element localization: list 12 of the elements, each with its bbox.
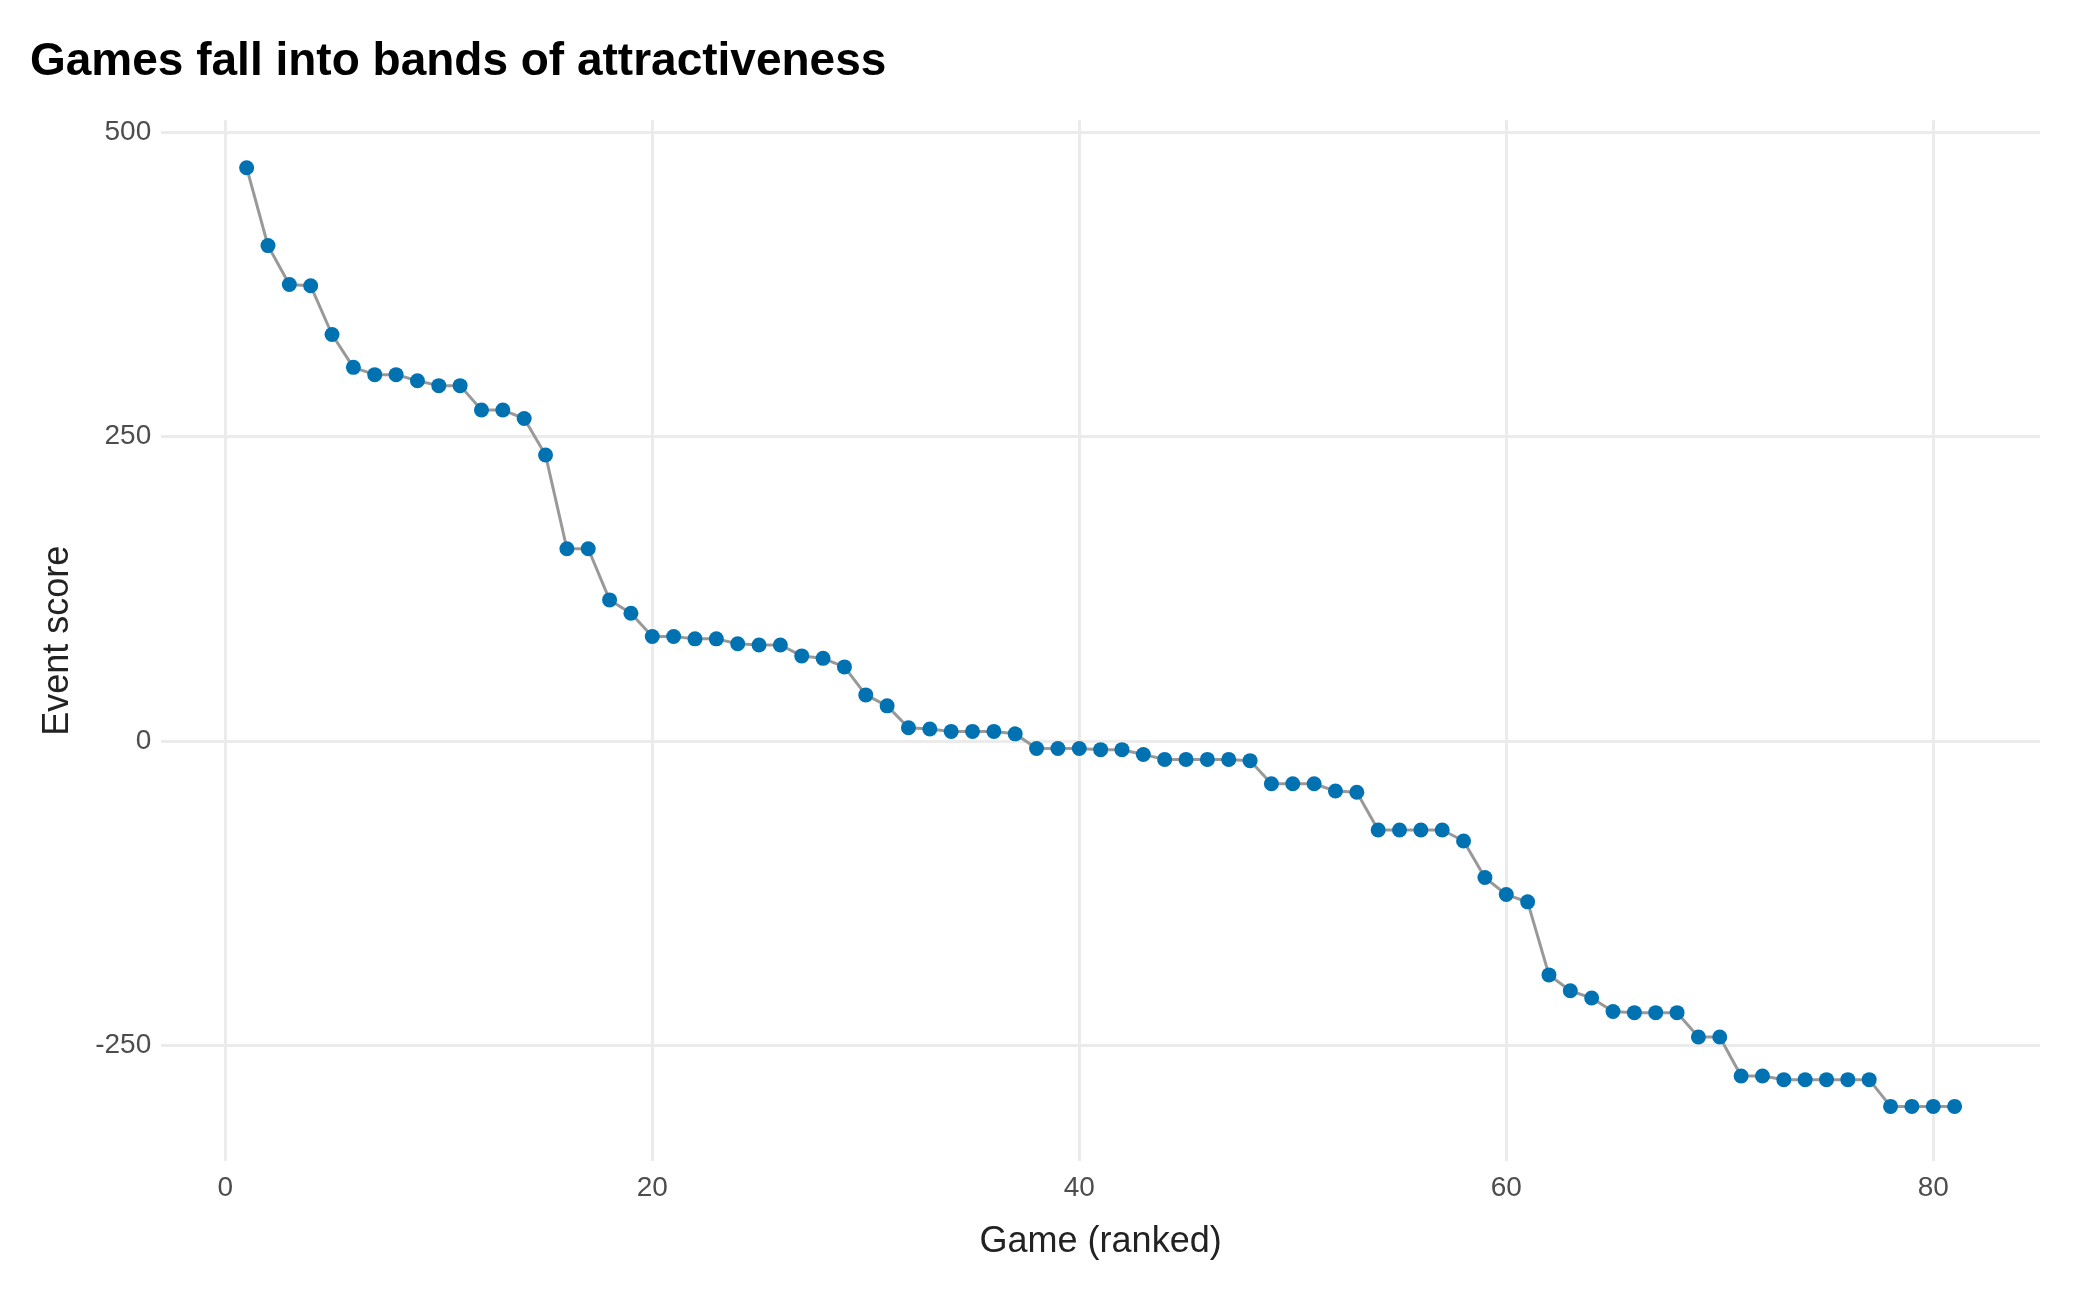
y-tick-label: -250 — [95, 1028, 152, 1060]
x-tick-label: 60 — [1490, 1170, 1522, 1202]
y-axis-title: Event score — [34, 545, 76, 736]
x-tick-label: 0 — [217, 1170, 234, 1202]
y-tick-label: 0 — [135, 723, 152, 755]
y-tick-label: 250 — [104, 419, 152, 451]
x-tick-label: 20 — [636, 1170, 668, 1202]
y-tick-label: 500 — [104, 115, 152, 147]
x-tick-label: 80 — [1917, 1170, 1949, 1202]
x-axis-title: Game (ranked) — [979, 1219, 1222, 1261]
chart-title: Games fall into bands of attractiveness — [30, 33, 887, 86]
x-tick-label: 40 — [1063, 1170, 1095, 1202]
